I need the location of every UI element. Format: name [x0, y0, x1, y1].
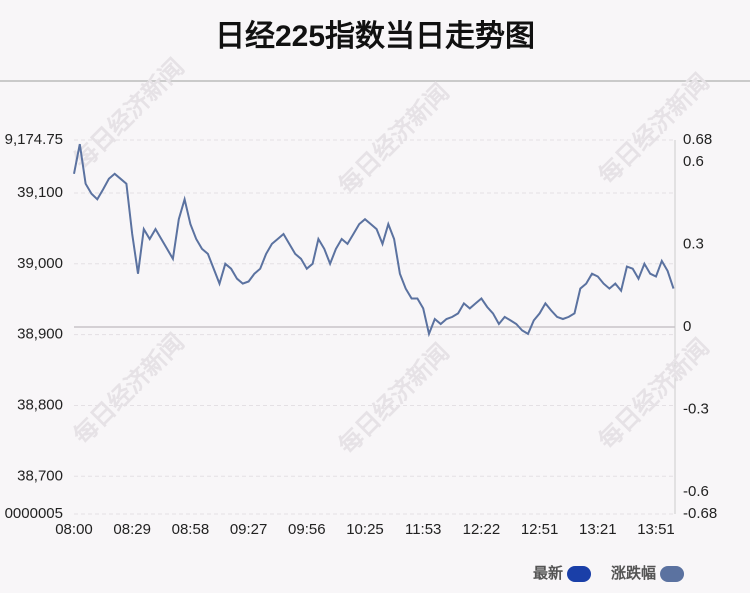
y2-tick-label: -0.6 [683, 483, 709, 500]
y2-tick-label: 0.3 [683, 235, 704, 252]
y2-tick-label: 0.68 [683, 131, 712, 148]
x-tick-label: 12:51 [521, 521, 559, 538]
legend-label: 最新 [533, 564, 563, 582]
y-tick-label: 38,800 [17, 396, 63, 413]
y-tick-label: 39,100 [17, 184, 63, 201]
x-tick-label: 13:51 [637, 521, 675, 538]
y-tick-label: 38,900 [17, 326, 63, 343]
x-tick-label: 12:22 [463, 521, 501, 538]
y2-tick-label: 0.6 [683, 153, 704, 170]
y-tick-label: 9,174.75 [5, 131, 63, 148]
y2-tick-label: 0 [683, 318, 691, 335]
y-tick-label: 38,700 [17, 467, 63, 484]
x-tick-label: 11:53 [405, 521, 441, 538]
x-tick-label: 10:25 [346, 521, 384, 538]
x-tick-label: 13:21 [579, 521, 617, 538]
x-tick-label: 09:56 [288, 521, 326, 538]
x-tick-label: 08:58 [172, 521, 210, 538]
chart-title: 日经225指数当日走势图 [215, 19, 535, 53]
line-series [73, 143, 675, 338]
x-tick-label: 08:00 [55, 521, 93, 538]
y-tick-label: 39,000 [17, 255, 63, 272]
legend-swatch [567, 566, 592, 582]
legend-swatch [660, 566, 685, 582]
x-tick-label: 09:27 [230, 521, 268, 538]
y2-tick-label: -0.3 [683, 400, 709, 417]
legend-label: 涨跌幅 [611, 564, 656, 582]
x-tick-label: 08:29 [113, 521, 151, 538]
y2-tick-label: -0.68 [683, 505, 717, 522]
y-tick-label: 0000005 [5, 505, 63, 522]
